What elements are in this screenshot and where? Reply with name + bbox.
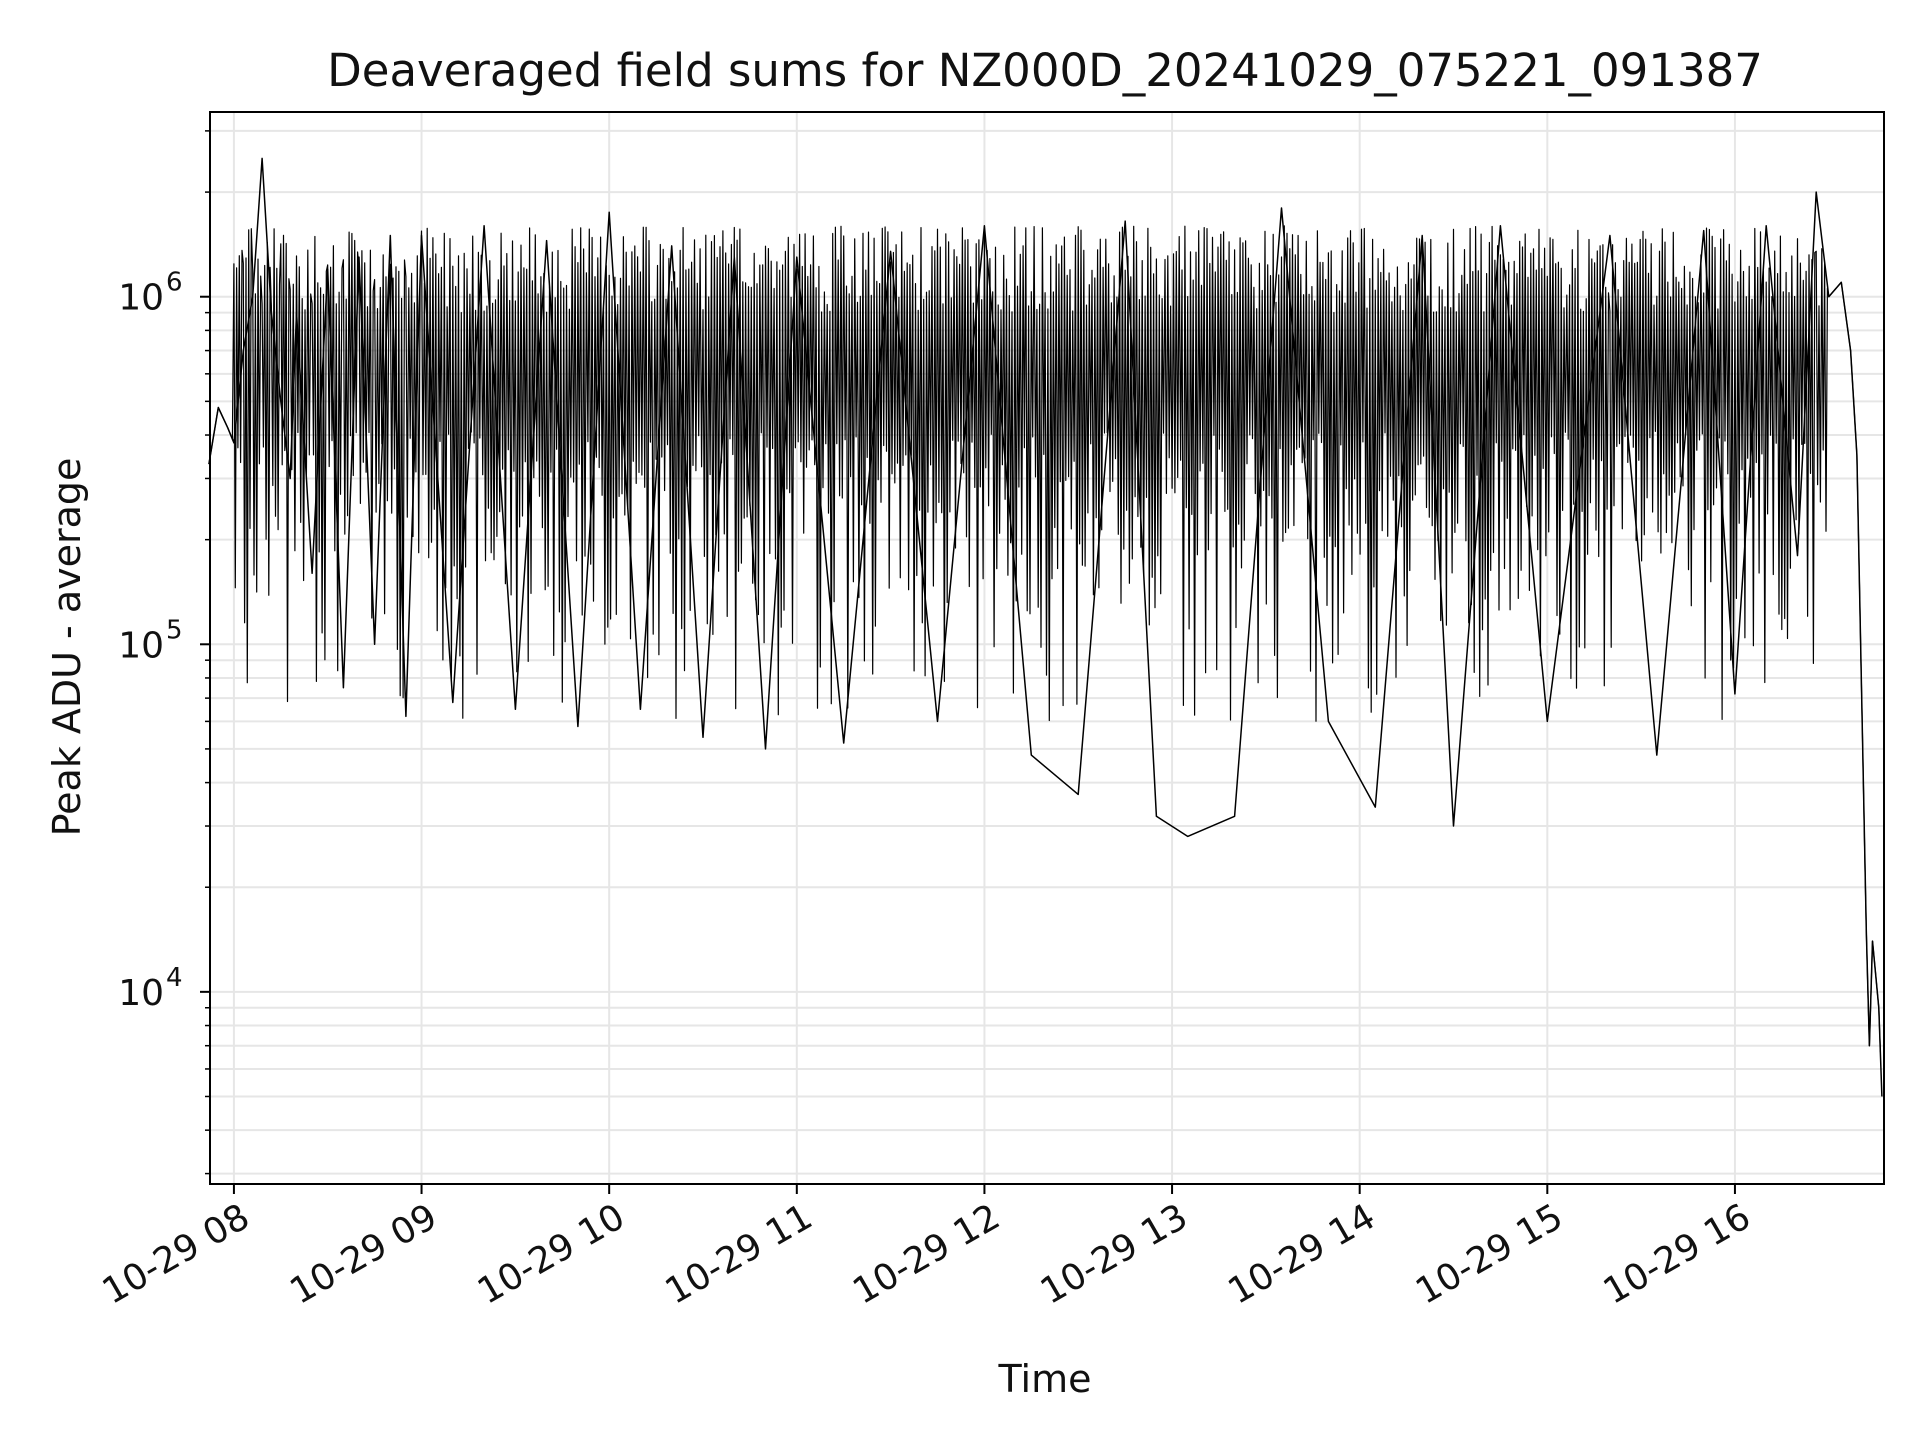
- y-axis-label: Peak ADU - average: [45, 458, 89, 837]
- y-tick-label: 10: [118, 278, 164, 319]
- y-tick-exponent: 4: [166, 963, 183, 993]
- x-tick-label: 10-29 15: [1409, 1196, 1570, 1312]
- x-tick-label: 10-29 13: [1034, 1196, 1195, 1312]
- x-tick-label: 10-29 12: [846, 1196, 1007, 1312]
- y-tick-label: 10: [118, 973, 164, 1014]
- x-axis-label: Time: [998, 1357, 1092, 1401]
- x-axis: 10-29 08 10-29 09 10-29 10 10-29 11 10-29 12…: [96, 1184, 1758, 1313]
- x-tick-label: 10-29 11: [659, 1196, 820, 1312]
- chart-title: Deaveraged field sums for NZ000D_2024102…: [327, 44, 1763, 97]
- y-tick-exponent: 5: [166, 615, 183, 645]
- series-line-detail: [208, 225, 1881, 1053]
- x-tick-label: 10-29 09: [283, 1196, 444, 1312]
- x-tick-label: 10-29 14: [1222, 1196, 1383, 1312]
- x-tick-label: 10-29 10: [471, 1196, 632, 1312]
- x-tick-label: 10-29 16: [1597, 1196, 1758, 1312]
- plot-frame: [209, 111, 1885, 1185]
- x-tick-label: 10-29 08: [96, 1196, 257, 1312]
- series-line-group: [208, 157, 1883, 1097]
- y-tick-exponent: 6: [166, 268, 183, 298]
- y-tick-label: 10: [118, 625, 164, 666]
